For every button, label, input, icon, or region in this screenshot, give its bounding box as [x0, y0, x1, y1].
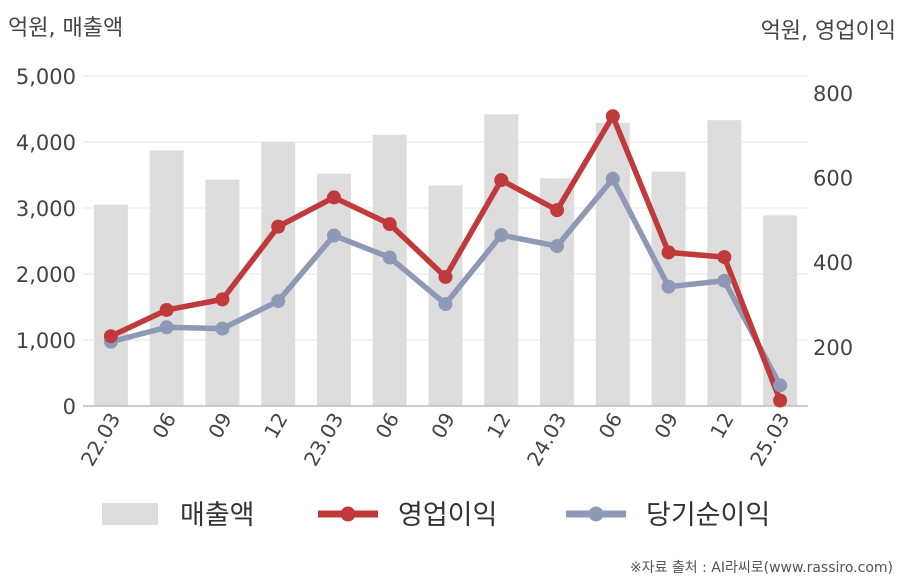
x-tick-label: 06 [594, 409, 628, 443]
point-net-income [717, 273, 732, 288]
x-tick-label: 06 [147, 409, 181, 443]
left-tick-label: 4,000 [16, 131, 76, 155]
point-operating-profit [103, 329, 118, 344]
x-tick-label: 06 [371, 409, 405, 443]
bars [93, 114, 798, 407]
x-tick-label: 12 [482, 409, 516, 443]
x-tick-label: 12 [259, 409, 293, 443]
left-tick-label: 1,000 [16, 329, 76, 353]
point-operating-profit [717, 250, 732, 265]
bar-revenue [595, 122, 630, 407]
bar-revenue [484, 114, 519, 406]
right-tick-label: 200 [813, 336, 853, 360]
point-operating-profit [605, 109, 620, 124]
point-operating-profit [271, 219, 286, 234]
left-axis-ticks: 0 1,000 2,000 3,000 4,000 5,000 [16, 65, 76, 419]
legend: 매출액 영업이익 당기순이익 [102, 500, 770, 531]
legend-label-operating-profit: 영업이익 [398, 500, 497, 531]
point-operating-profit [326, 190, 341, 205]
point-net-income [550, 239, 565, 254]
point-operating-profit [382, 217, 397, 232]
bar-revenue [149, 150, 184, 406]
legend-marker-operating-profit [340, 506, 356, 522]
point-net-income [159, 320, 174, 335]
right-tick-label: 400 [813, 251, 853, 275]
right-tick-label: 800 [813, 82, 853, 106]
x-tick-label: 24.03 [522, 409, 571, 471]
bar-revenue [93, 204, 128, 406]
point-net-income [773, 378, 788, 393]
point-net-income [382, 250, 397, 265]
x-tick-label: 09 [649, 409, 683, 443]
x-tick-label: 09 [203, 409, 237, 443]
bar-revenue [316, 173, 351, 406]
left-tick-label: 5,000 [16, 65, 76, 89]
point-net-income [271, 294, 286, 309]
x-tick-label: 22.03 [76, 409, 125, 471]
point-operating-profit [438, 269, 453, 284]
right-axis-ticks: 200 400 600 800 [813, 82, 853, 360]
point-net-income [494, 228, 509, 243]
left-axis-unit: 억원, 매출액 [8, 16, 123, 41]
source-note: ※자료 출처 : AI라씨로(www.rassiro.com) [630, 560, 893, 576]
point-operating-profit [661, 245, 676, 260]
left-tick-label: 3,000 [16, 197, 76, 221]
point-net-income [438, 297, 453, 312]
legend-label-net-income: 당기순이익 [646, 500, 770, 531]
x-tick-label: 12 [705, 409, 739, 443]
x-tick-label: 25.03 [745, 409, 794, 471]
bar-revenue [261, 142, 296, 406]
x-tick-label: 23.03 [299, 409, 348, 471]
legend-swatch-revenue [102, 503, 158, 525]
point-operating-profit [159, 302, 174, 317]
left-tick-label: 2,000 [16, 263, 76, 287]
point-net-income [326, 228, 341, 243]
series-points [103, 109, 788, 408]
left-tick-label: 0 [63, 395, 76, 419]
point-operating-profit [773, 393, 788, 408]
point-net-income [661, 279, 676, 294]
right-tick-label: 600 [813, 167, 853, 191]
point-net-income [215, 321, 230, 336]
legend-label-revenue: 매출액 [180, 500, 255, 531]
legend-marker-net-income [588, 506, 604, 522]
right-axis-unit: 억원, 영업이익 [761, 19, 896, 44]
x-tick-label: 09 [426, 409, 460, 443]
point-operating-profit [494, 173, 509, 188]
point-operating-profit [215, 292, 230, 307]
x-axis-ticks: 22.03 06 09 12 23.03 06 09 12 24.03 06 09 12 25.03 [76, 409, 795, 471]
point-net-income [605, 171, 620, 186]
point-operating-profit [550, 203, 565, 218]
